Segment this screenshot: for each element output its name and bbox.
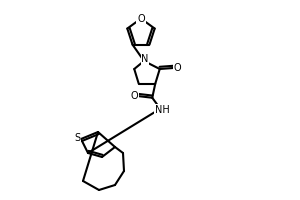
Text: N: N: [141, 54, 149, 64]
Text: NH: NH: [155, 105, 170, 115]
Text: S: S: [74, 133, 80, 143]
Text: O: O: [137, 14, 145, 24]
Text: O: O: [173, 63, 181, 73]
Text: O: O: [131, 91, 139, 101]
